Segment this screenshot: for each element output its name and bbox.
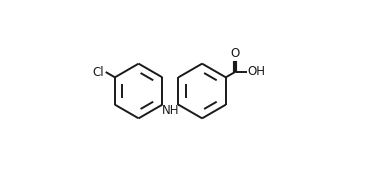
Text: O: O xyxy=(230,47,240,60)
Text: OH: OH xyxy=(247,65,265,78)
Text: NH: NH xyxy=(162,104,179,117)
Text: Cl: Cl xyxy=(93,66,104,78)
